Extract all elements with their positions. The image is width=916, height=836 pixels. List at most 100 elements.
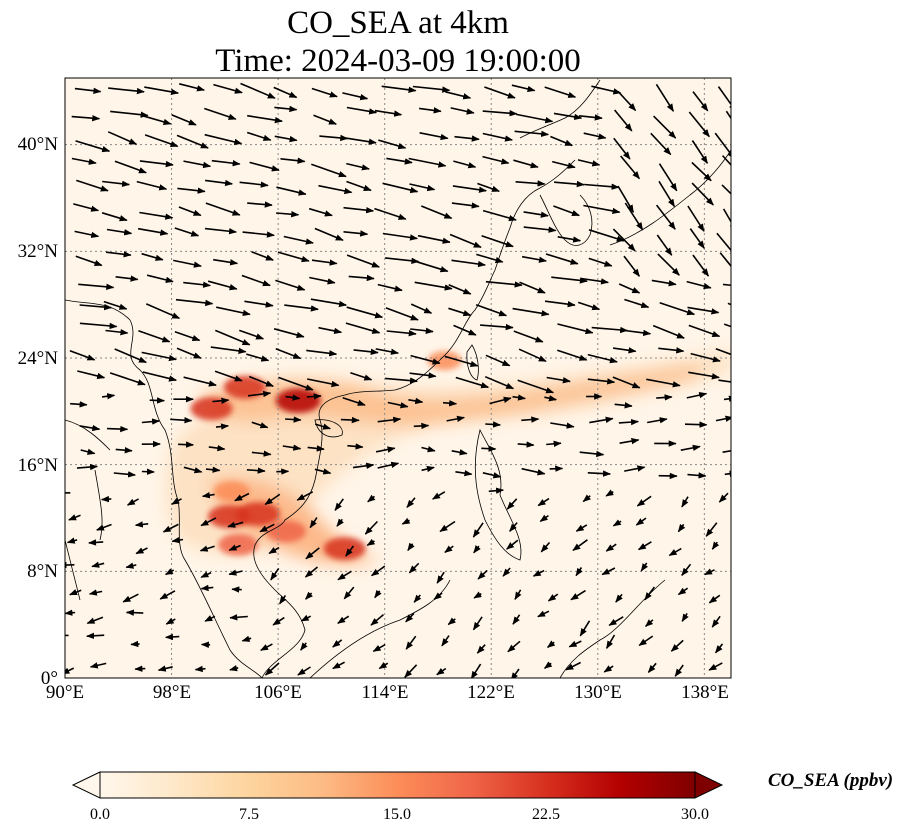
wind-arrow	[207, 280, 238, 291]
lon-label-106: 106°E	[254, 682, 302, 703]
wind-arrow	[337, 615, 350, 624]
wind-arrow	[449, 233, 482, 249]
wind-arrow	[246, 353, 270, 362]
wind-arrow	[482, 132, 513, 142]
wind-arrow	[313, 114, 337, 125]
wind-arrow	[65, 561, 75, 569]
wind-arrow	[346, 306, 384, 319]
wind-arrow	[476, 253, 504, 264]
wind-arrow	[540, 541, 551, 553]
wind-arrow	[275, 279, 306, 291]
wind-arrow	[677, 587, 689, 596]
wind-arrow	[251, 251, 274, 261]
wind-arrow	[213, 83, 243, 94]
wind-arrow	[721, 184, 731, 195]
wind-arrow	[318, 326, 343, 335]
wind-arrow	[283, 235, 314, 245]
wind-arrow	[164, 568, 175, 576]
wind-arrow	[88, 539, 104, 546]
wind-arrow	[409, 372, 437, 379]
wind-arrow	[554, 180, 585, 188]
wind-arrow	[708, 594, 721, 604]
wind-arrow	[215, 423, 229, 430]
wind-arrow	[618, 418, 639, 426]
wind-arrow	[311, 259, 338, 266]
wind-arrow	[239, 181, 269, 188]
wind-arrow	[370, 613, 385, 626]
wind-arrow	[691, 161, 712, 182]
wind-arrow	[229, 614, 248, 621]
wind-arrow	[300, 614, 312, 622]
wind-arrow	[521, 255, 547, 263]
wind-arrow	[165, 617, 176, 625]
wind-arrow	[241, 274, 271, 287]
wind-arrow	[346, 180, 372, 192]
wind-arrow	[114, 348, 147, 364]
wind-arrow	[517, 379, 555, 394]
wind-arrow	[137, 227, 169, 236]
wind-arrow	[411, 259, 449, 273]
wind-arrow	[374, 109, 403, 117]
wind-arrow	[711, 615, 721, 628]
wind-arrow	[201, 492, 215, 499]
wind-arrow	[408, 157, 447, 168]
wind-arrow	[512, 394, 526, 401]
wind-arrow	[640, 562, 649, 572]
wind-arrow	[514, 589, 522, 600]
wind-arrow	[441, 635, 450, 647]
wind-arrow	[509, 522, 518, 532]
wind-arrow	[78, 283, 115, 290]
wind-arrow	[307, 445, 325, 452]
wind-arrow	[109, 372, 146, 386]
colorbar-max-extend	[694, 771, 724, 799]
wind-arrow	[647, 662, 657, 674]
plume-hotspot	[323, 537, 366, 561]
coastline-bay-of-bengal	[65, 299, 263, 678]
wind-arrow	[138, 329, 171, 343]
wind-arrow	[502, 567, 511, 577]
wind-arrow	[417, 234, 451, 244]
lat-label-8: 8°N	[27, 561, 58, 582]
wind-arrow	[364, 520, 378, 535]
wind-arrow	[635, 517, 647, 526]
wind-arrow	[205, 202, 241, 216]
wind-arrow	[624, 465, 646, 472]
wind-arrow	[404, 664, 418, 678]
wind-arrow	[523, 226, 557, 233]
wind-arrow	[307, 378, 340, 388]
map-panel[interactable]	[51, 78, 757, 680]
wind-arrow	[516, 113, 554, 124]
wind-arrow	[306, 349, 338, 357]
wind-arrow	[510, 668, 520, 678]
wind-arrow	[314, 227, 344, 241]
wind-arrow	[204, 107, 237, 120]
wind-arrow	[687, 205, 705, 232]
wind-arrow	[251, 450, 272, 457]
wind-arrow	[171, 114, 197, 126]
lon-label-138: 138°E	[681, 682, 729, 703]
wind-arrow	[176, 347, 202, 359]
wind-arrow	[453, 324, 477, 336]
wind-arrow	[194, 665, 206, 673]
wind-arrow	[446, 415, 465, 423]
wind-arrow	[686, 392, 708, 399]
wind-arrow	[343, 230, 369, 237]
wind-arrow	[485, 354, 511, 367]
wind-arrow	[718, 379, 731, 383]
wind-arrow	[532, 569, 545, 577]
wind-arrow	[451, 259, 486, 268]
wind-arrow	[691, 140, 709, 164]
colorbar-title: CO_SEA (ppbv)	[768, 770, 894, 791]
wind-arrow	[304, 566, 319, 578]
wind-arrow	[544, 300, 576, 308]
wind-arrow	[514, 130, 550, 138]
colorbar-fill	[100, 772, 695, 798]
wind-arrow	[200, 517, 217, 527]
wind-arrow	[439, 520, 456, 533]
wind-arrow	[432, 491, 446, 500]
wind-arrow	[539, 514, 549, 523]
lon-label-114: 114°E	[361, 682, 409, 703]
wind-arrow	[583, 132, 607, 140]
wind-arrow	[722, 155, 731, 167]
